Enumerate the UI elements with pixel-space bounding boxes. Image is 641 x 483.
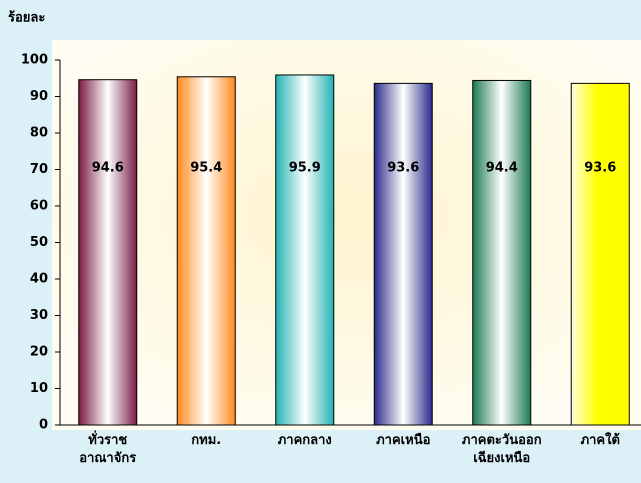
x-tick-label: ภาคตะวันออก เฉียงเหนือ (447, 432, 557, 468)
y-tick-label: 70 (30, 162, 48, 177)
bar (571, 83, 629, 425)
y-tick-label: 80 (30, 126, 48, 141)
page: ร้อยละ 0 10 20 30 40 50 60 70 80 90 100 94.6 95.4 95.… (0, 0, 641, 483)
bar (473, 80, 531, 425)
plot-area (52, 40, 641, 430)
value-label: 94.6 (92, 161, 124, 176)
value-label: 93.6 (387, 161, 419, 176)
y-tick-label: 10 (30, 381, 48, 396)
y-tick-label: 60 (30, 199, 48, 214)
y-tick-label: 0 (39, 418, 48, 433)
y-axis-title: ร้อยละ (8, 10, 45, 26)
x-tick-label: ทั่วราช อาณาจักร (53, 432, 163, 468)
value-label: 95.4 (190, 161, 222, 176)
y-tick-label: 50 (30, 235, 48, 250)
value-label: 94.4 (486, 161, 518, 176)
bar (177, 77, 235, 425)
x-tick-label: ภาคกลาง (250, 432, 360, 450)
y-tick-label: 100 (21, 53, 48, 68)
bar (79, 80, 137, 425)
value-label: 93.6 (584, 161, 616, 176)
x-tick-label: ภาคเหนือ (348, 432, 458, 450)
y-tick-label: 90 (30, 89, 48, 104)
y-tick-label: 20 (30, 345, 48, 360)
value-label: 95.9 (289, 161, 321, 176)
y-tick-label: 40 (30, 272, 48, 287)
bar (374, 83, 432, 425)
x-tick-label: ภาคใต้ (545, 432, 641, 450)
x-tick-label: กทม. (151, 432, 261, 450)
y-tick-label: 30 (30, 308, 48, 323)
chart: ร้อยละ 0 10 20 30 40 50 60 70 80 90 100 94.6 95.4 95.… (0, 0, 641, 483)
bar (276, 75, 334, 425)
